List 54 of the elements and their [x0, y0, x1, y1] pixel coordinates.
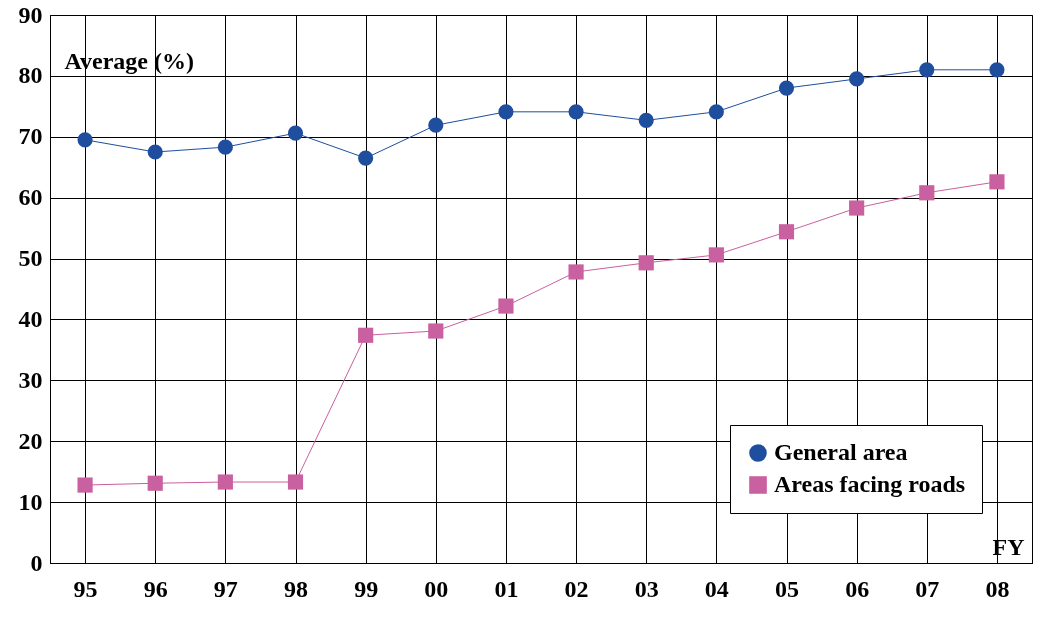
point — [778, 80, 795, 96]
point — [919, 185, 935, 201]
point — [217, 474, 233, 490]
point — [77, 132, 93, 148]
point — [989, 62, 1005, 78]
y-tick-label: 0 — [30, 549, 43, 576]
x-tick-label: 04 — [704, 575, 729, 602]
point — [287, 125, 304, 141]
point — [849, 71, 865, 87]
point — [77, 477, 93, 493]
point — [428, 323, 444, 339]
point — [287, 474, 304, 490]
point — [708, 247, 724, 263]
x-tick-label: 03 — [634, 575, 659, 602]
point — [778, 224, 795, 240]
x-tick-label: 07 — [915, 575, 940, 602]
legend-label: General area — [774, 439, 908, 465]
x-tick-label: 01 — [494, 575, 519, 602]
point — [638, 255, 654, 271]
point — [498, 104, 514, 120]
point — [358, 150, 374, 166]
y-tick-label: 30 — [18, 366, 43, 393]
point — [358, 327, 374, 343]
x-tick-label: 06 — [845, 575, 870, 602]
legend-label: Areas facing roads — [774, 471, 966, 497]
point — [638, 112, 654, 128]
point — [147, 475, 163, 491]
x-tick-label: 95 — [73, 575, 98, 602]
x-tick-label: 96 — [143, 575, 168, 602]
y-tick-label: 50 — [18, 245, 43, 272]
x-tick-label: 98 — [284, 575, 308, 602]
point — [919, 62, 935, 78]
y-tick-label: 70 — [18, 123, 43, 150]
x-tick-label: 02 — [564, 575, 589, 602]
y-tick-label: 80 — [18, 62, 43, 89]
x-tick-label: 99 — [354, 575, 379, 602]
x-tick-label: 08 — [985, 575, 1010, 602]
point — [568, 104, 584, 120]
y-tick-label: 20 — [18, 427, 43, 454]
x-tick-label: 05 — [775, 575, 799, 602]
y-tick-label: 40 — [18, 305, 43, 332]
point — [989, 174, 1005, 190]
x-tick-label: 97 — [213, 575, 238, 602]
point — [708, 104, 724, 120]
point — [849, 200, 865, 216]
point — [147, 144, 163, 160]
point — [568, 264, 584, 280]
y-tick-label: 90 — [18, 1, 43, 28]
point — [428, 117, 444, 133]
point — [498, 298, 514, 314]
point — [217, 139, 233, 155]
x-tick-label: 00 — [424, 575, 449, 602]
y-tick-label: 60 — [18, 184, 43, 211]
y-tick-label: 10 — [18, 488, 43, 515]
